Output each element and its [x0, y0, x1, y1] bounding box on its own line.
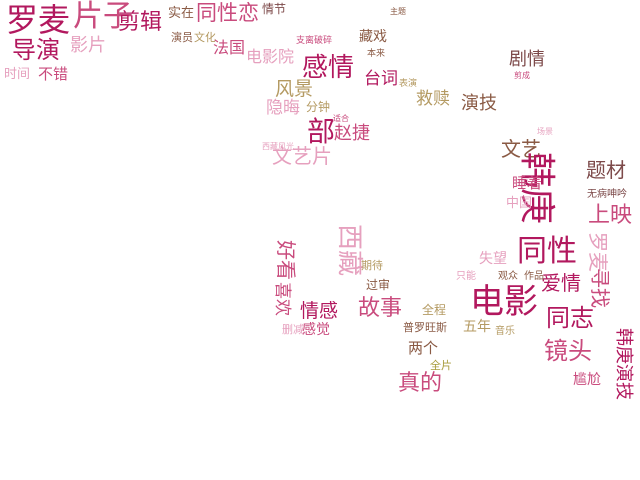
cloud-word: 隐晦 [266, 98, 300, 118]
cloud-word: 不错 [38, 65, 69, 83]
cloud-word: 期待 [361, 259, 383, 272]
cloud-word: 全程 [422, 303, 447, 317]
cloud-word: 文艺片 [272, 144, 332, 168]
cloud-word: 电影院 [246, 47, 295, 66]
cloud-word: 演技 [461, 93, 497, 114]
cloud-word: 罗麦 [6, 1, 71, 39]
cloud-word: 时间 [4, 67, 31, 82]
cloud-word: 赵捷 [334, 123, 370, 144]
cloud-word: 同性 [517, 234, 577, 269]
cloud-word: 分钟 [306, 100, 331, 114]
cloud-word: 感情 [302, 53, 355, 83]
cloud-word: 罗麦 [586, 232, 610, 272]
cloud-word: 喜欢 [272, 282, 292, 316]
cloud-word: 场景 [537, 127, 553, 136]
cloud-word: 西藏 [334, 224, 364, 277]
cloud-word: 中国 [506, 196, 533, 211]
cloud-word: 主题 [390, 7, 406, 16]
cloud-word: 藏戏 [359, 29, 387, 45]
cloud-word: 部 [307, 115, 336, 148]
cloud-word: 寻找 [588, 268, 612, 308]
cloud-word: 适合 [333, 114, 349, 123]
cloud-word: 好看 [274, 240, 298, 280]
cloud-word: 台词 [364, 69, 398, 89]
cloud-word: 过审 [366, 278, 391, 292]
cloud-word: 法国 [213, 38, 246, 57]
cloud-word: 五年 [463, 319, 491, 335]
cloud-word: 片子 [73, 0, 133, 34]
cloud-word: 作品 [524, 271, 544, 282]
cloud-word: 观众 [498, 271, 518, 282]
cloud-word: 故事 [358, 296, 403, 321]
cloud-word: 题材 [586, 158, 626, 182]
cloud-word: 普罗旺斯 [403, 321, 447, 334]
cloud-word: 失望 [479, 251, 507, 267]
cloud-word: 导演 [12, 36, 60, 64]
cloud-word: 影片 [70, 35, 106, 56]
cloud-word: 情感 [300, 300, 339, 322]
cloud-word: 睡着 [512, 174, 543, 192]
cloud-word: 剪成 [514, 71, 530, 80]
cloud-word: 剧情 [509, 49, 545, 70]
cloud-word: 镜头 [544, 337, 592, 365]
cloud-word: 尴尬 [573, 372, 601, 388]
cloud-word: 无病呻吟 [587, 189, 627, 200]
cloud-word: 文化 [194, 31, 216, 44]
cloud-word: 文艺 [501, 137, 541, 161]
cloud-word: 剪辑 [118, 10, 163, 35]
cloud-word: 电影 [470, 282, 538, 322]
cloud-word: 演员 [171, 31, 193, 44]
cloud-word: 表演 [399, 79, 418, 89]
cloud-word: 爱情 [541, 271, 581, 295]
cloud-word: 支离破碎 [296, 36, 333, 46]
cloud-word: 同性恋 [196, 1, 259, 25]
cloud-word: 情节 [262, 2, 287, 16]
cloud-word: 同志 [546, 304, 594, 332]
cloud-word: 感觉 [302, 322, 330, 338]
cloud-word: 只能 [456, 271, 476, 282]
cloud-word: 全片 [430, 359, 452, 372]
cloud-word: 实在 [168, 6, 195, 21]
cloud-word: 风景 [275, 78, 314, 100]
cloud-word: 上映 [588, 203, 633, 228]
cloud-word: 删减 [282, 323, 304, 336]
cloud-word: 真的 [398, 371, 443, 396]
cloud-word: 西藏风光 [262, 142, 294, 151]
cloud-word: 两个 [408, 339, 439, 357]
cloud-word: 本来 [367, 49, 386, 59]
cloud-word: 韩庚演技 [613, 328, 634, 400]
cloud-word: 音乐 [495, 326, 515, 337]
cloud-word: 救赎 [416, 89, 450, 109]
